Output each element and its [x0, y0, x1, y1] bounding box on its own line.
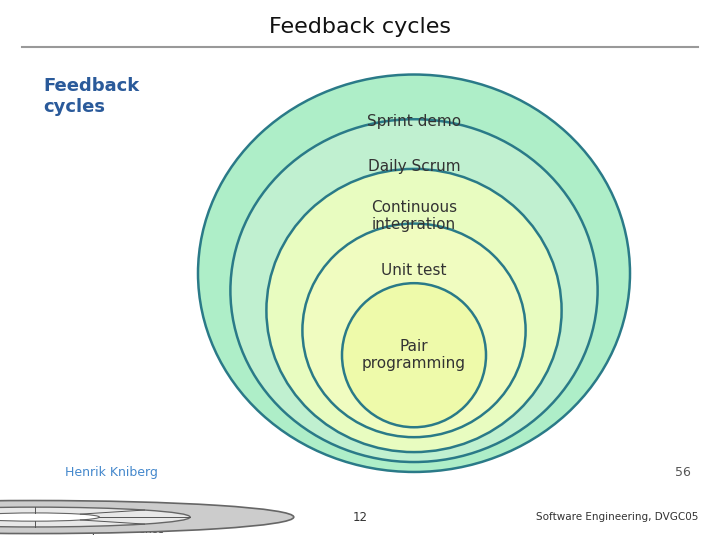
Circle shape — [0, 501, 294, 534]
Text: Feedback cycles: Feedback cycles — [269, 17, 451, 37]
Circle shape — [0, 507, 190, 527]
Text: 56: 56 — [675, 467, 691, 480]
Ellipse shape — [302, 224, 526, 437]
Text: 12: 12 — [353, 510, 367, 524]
Text: Feedback
cycles: Feedback cycles — [43, 77, 140, 116]
Text: Daily Scrum: Daily Scrum — [368, 159, 460, 174]
Ellipse shape — [198, 75, 630, 472]
Text: Unit test: Unit test — [382, 264, 446, 278]
Circle shape — [0, 513, 99, 521]
Text: Henrik Kniberg: Henrik Kniberg — [65, 467, 158, 480]
Ellipse shape — [266, 169, 562, 452]
Text: Software Engineering, DVGC05: Software Engineering, DVGC05 — [536, 512, 698, 522]
Text: Sprint demo: Sprint demo — [367, 114, 461, 129]
Ellipse shape — [342, 283, 486, 427]
Ellipse shape — [230, 119, 598, 462]
Text: Karlstads University
Computer Science: Karlstads University Computer Science — [68, 511, 173, 535]
Text: Pair
programming: Pair programming — [362, 339, 466, 372]
Text: Continuous
integration: Continuous integration — [371, 200, 457, 232]
